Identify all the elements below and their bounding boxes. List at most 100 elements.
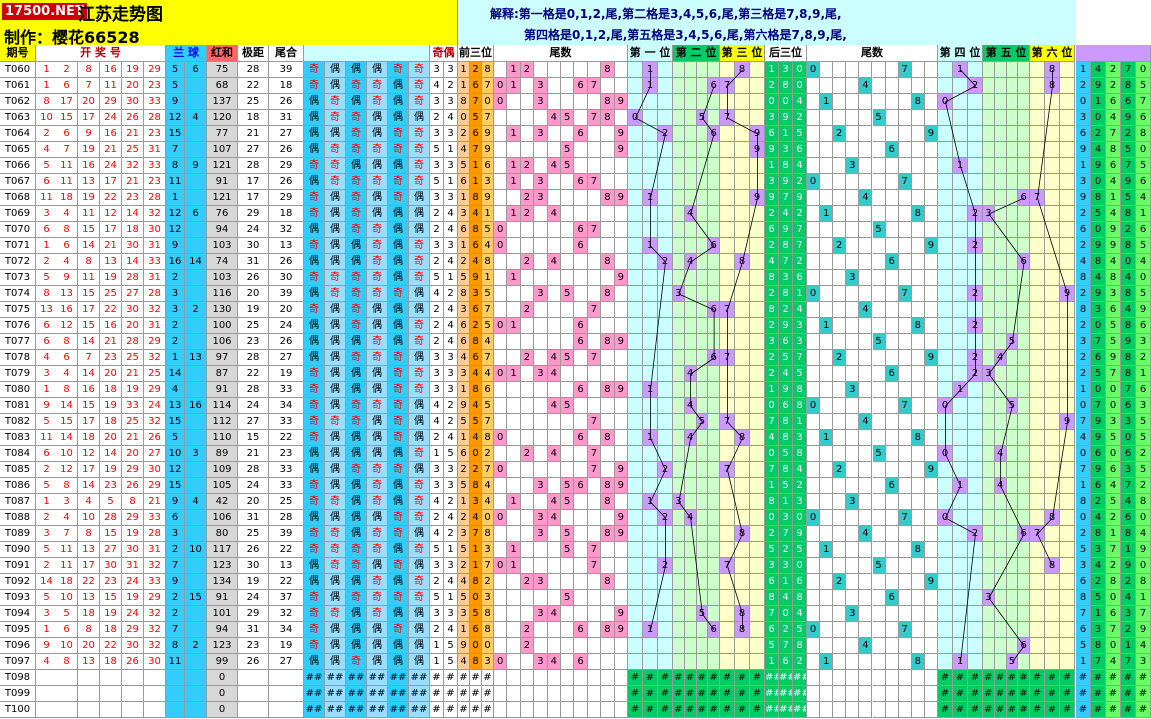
position-cell bbox=[953, 222, 968, 238]
tail-b-cell bbox=[924, 142, 938, 158]
tailsum-cell: 27 bbox=[269, 654, 304, 670]
position-cell bbox=[673, 382, 685, 398]
back3-cell: ## bbox=[793, 702, 807, 718]
blue-ball-cell: 10 bbox=[185, 542, 207, 558]
back3-cell: 7 bbox=[779, 526, 793, 542]
front3-cell: 4 bbox=[470, 510, 482, 526]
position-cell bbox=[983, 254, 995, 270]
front3-cell: 1 bbox=[482, 206, 494, 222]
tail-a-cell: 4 bbox=[547, 654, 561, 670]
parity-cell: 奇 bbox=[367, 334, 388, 350]
parity-cell: 奇 bbox=[388, 286, 409, 302]
position-cell bbox=[1045, 414, 1060, 430]
parity-cell: 奇 bbox=[304, 366, 325, 382]
tail-b-cell bbox=[885, 414, 899, 430]
summary-cell: 2 bbox=[1091, 574, 1106, 590]
position-cell bbox=[983, 190, 995, 206]
summary-cell: 7 bbox=[1076, 462, 1091, 478]
number-cell: 32 bbox=[144, 302, 166, 318]
tail-b-cell bbox=[820, 590, 834, 606]
tail-a-cell bbox=[614, 238, 628, 254]
position-cell bbox=[735, 222, 750, 238]
position-cell bbox=[628, 158, 643, 174]
tail-a-cell bbox=[601, 350, 615, 366]
number-cell: 30 bbox=[122, 638, 144, 654]
position-cell bbox=[658, 574, 673, 590]
tailsum-cell: 32 bbox=[269, 222, 304, 238]
tail-a-cell bbox=[587, 590, 602, 606]
tail-a-cell: 1 bbox=[507, 318, 521, 334]
position-cell bbox=[1045, 430, 1060, 446]
tail-b-cell bbox=[911, 670, 925, 686]
front3-cell: 8 bbox=[482, 622, 494, 638]
parity-cell: ## bbox=[388, 686, 409, 702]
number-cell: 21 bbox=[100, 238, 122, 254]
number-cell: 32 bbox=[144, 206, 166, 222]
parity-cell: 偶 bbox=[304, 558, 325, 574]
summary-cell: 2 bbox=[1076, 318, 1091, 334]
parity-cell: 偶 bbox=[346, 574, 367, 590]
position-cell bbox=[953, 110, 968, 126]
parity-cell: 偶 bbox=[325, 126, 346, 142]
number-cell: 33 bbox=[144, 94, 166, 110]
position-cell: # bbox=[1045, 702, 1060, 718]
summary-cell: 5 bbox=[1091, 206, 1106, 222]
position-cell: # bbox=[708, 670, 720, 686]
tail-a-cell bbox=[561, 126, 575, 142]
range-cell: 28 bbox=[238, 382, 269, 398]
position-cell bbox=[1045, 398, 1060, 414]
summary-cell: 6 bbox=[1106, 462, 1121, 478]
position-cell bbox=[720, 590, 735, 606]
parity-cell: 奇 bbox=[325, 110, 346, 126]
number-cell: 20 bbox=[100, 366, 122, 382]
tail-a-cell: 9 bbox=[614, 462, 628, 478]
number-cell: 32 bbox=[144, 606, 166, 622]
parity-cell: 奇 bbox=[325, 94, 346, 110]
position-cell: 9 bbox=[1060, 414, 1075, 430]
position-cell bbox=[643, 574, 658, 590]
tail-b-cell bbox=[872, 62, 886, 78]
back3-cell: 4 bbox=[793, 606, 807, 622]
tail-b-cell bbox=[885, 574, 899, 590]
position-cell bbox=[968, 302, 983, 318]
odd-count-cell: 2 bbox=[430, 334, 444, 350]
tail-b-cell bbox=[807, 670, 821, 686]
position-cell bbox=[684, 174, 697, 190]
position-cell bbox=[708, 494, 720, 510]
position-cell bbox=[1030, 62, 1045, 78]
position-cell bbox=[938, 590, 953, 606]
parity-cell: 偶 bbox=[325, 302, 346, 318]
position-cell bbox=[953, 254, 968, 270]
position-cell bbox=[750, 398, 765, 414]
tail-b-cell bbox=[911, 78, 925, 94]
position-cell bbox=[1018, 494, 1030, 510]
tail-a-cell: 9 bbox=[614, 334, 628, 350]
position-cell bbox=[1060, 446, 1075, 462]
position-cell bbox=[1045, 318, 1060, 334]
parity-cell: 偶 bbox=[367, 62, 388, 78]
position-cell bbox=[1045, 142, 1060, 158]
sum-cell: 91 bbox=[207, 590, 238, 606]
position-cell bbox=[1030, 478, 1045, 494]
blue-ball-cell: 4 bbox=[185, 110, 207, 126]
number-cell: 13 bbox=[36, 302, 58, 318]
position-cell bbox=[1030, 638, 1045, 654]
back3-cell: 8 bbox=[765, 590, 779, 606]
front3-cell: 0 bbox=[458, 110, 470, 126]
tail-a-cell bbox=[507, 286, 521, 302]
summary-cell: 8 bbox=[1091, 526, 1106, 542]
tail-a-cell bbox=[574, 366, 588, 382]
position-cell bbox=[968, 574, 983, 590]
blue-ball-cell bbox=[185, 222, 207, 238]
summary-cell: 2 bbox=[1076, 350, 1091, 366]
back3-cell: 0 bbox=[765, 446, 779, 462]
number-cell: 11 bbox=[78, 206, 100, 222]
position-cell: 8 bbox=[735, 254, 750, 270]
tail-b-cell bbox=[820, 478, 834, 494]
period-cell: T066 bbox=[0, 158, 36, 174]
position-cell bbox=[628, 94, 643, 110]
summary-cell: 5 bbox=[1106, 318, 1121, 334]
position-cell bbox=[1045, 590, 1060, 606]
parity-cell: 奇 bbox=[367, 462, 388, 478]
tail-b-cell bbox=[833, 94, 847, 110]
